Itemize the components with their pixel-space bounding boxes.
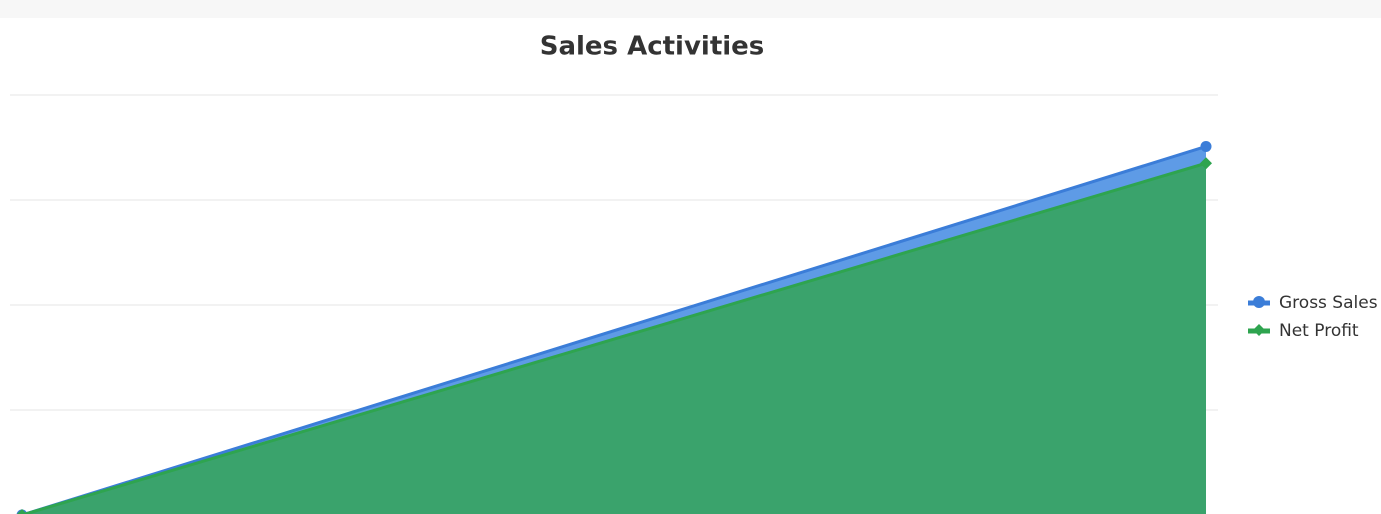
chart-title: Sales Activities <box>540 32 765 62</box>
top-bar <box>0 0 1381 18</box>
legend-marker <box>1253 324 1265 336</box>
legend-label: Net Profit <box>1279 321 1359 341</box>
legend-label: Gross Sales <box>1279 293 1378 313</box>
marker <box>1200 157 1212 170</box>
legend-marker <box>1253 296 1265 308</box>
marker <box>17 509 27 514</box>
line <box>21 161 1207 514</box>
line <box>21 145 1207 514</box>
marker <box>1200 140 1212 152</box>
